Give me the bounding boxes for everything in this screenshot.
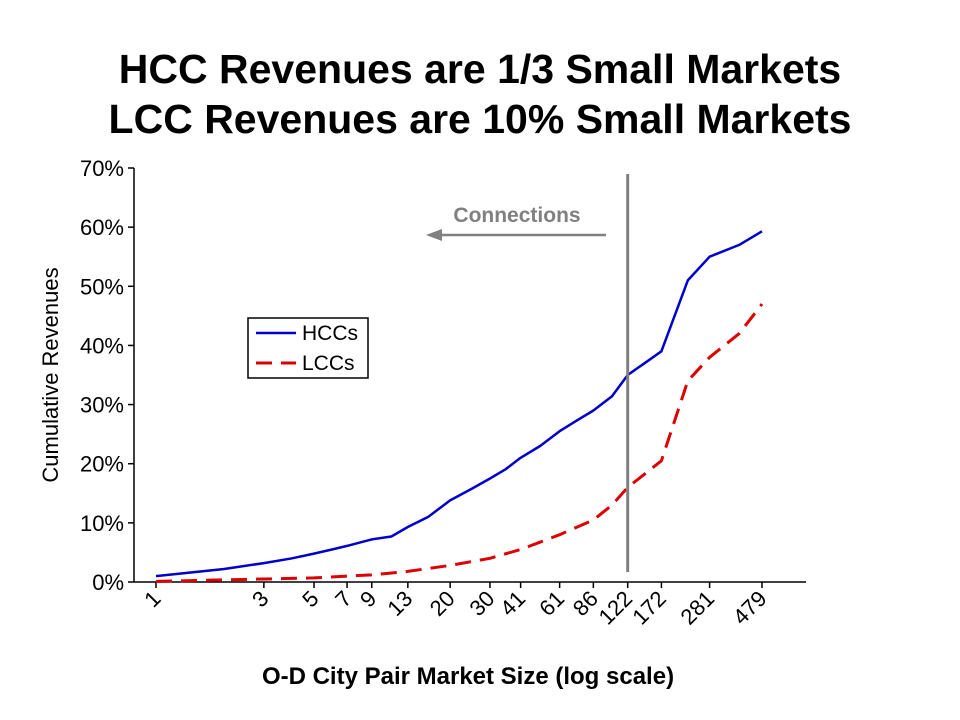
- chart-legend: HCCs LCCs: [247, 317, 369, 379]
- chart-title-line-1: HCC Revenues are 1/3 Small Markets: [118, 46, 842, 92]
- y-axis-ticks: 0% 10% 20% 30% 40% 50% 60% 70%: [80, 156, 134, 595]
- y-axis-label: Cumulative Revenues: [38, 267, 63, 482]
- y-tick-label-4: 40%: [80, 333, 124, 358]
- x-tick-label-6: 20: [425, 586, 460, 621]
- x-axis-label: O-D City Pair Market Size (log scale): [262, 663, 674, 690]
- y-tick-label-7: 70%: [80, 156, 124, 181]
- y-tick-label-6: 60%: [80, 215, 124, 240]
- y-tick-label-1: 10%: [80, 511, 124, 536]
- x-tick-label-12: 172: [627, 586, 671, 630]
- y-tick-label-5: 50%: [80, 274, 124, 299]
- chart-axes: [133, 168, 806, 583]
- series-line-lccs: [155, 303, 764, 583]
- x-tick-label-14: 479: [728, 586, 772, 630]
- y-tick-label-3: 30%: [80, 393, 124, 418]
- connections-arrow-head: [426, 229, 442, 241]
- series-line-hccs: [155, 230, 763, 578]
- legend-label-lccs: LCCs: [302, 352, 355, 375]
- x-tick-label-1: 3: [247, 586, 273, 612]
- connections-annotation-text: Connections: [453, 204, 580, 227]
- x-tick-label-2: 5: [297, 586, 323, 612]
- y-tick-label-2: 20%: [80, 452, 124, 477]
- chart-annotations: Connections: [426, 174, 630, 572]
- x-tick-label-5: 13: [382, 586, 417, 621]
- y-tick-label-0: 0%: [92, 570, 124, 595]
- legend-box: [247, 317, 369, 379]
- chart-title-line-2: LCC Revenues are 10% Small Markets: [108, 96, 852, 142]
- x-tick-label-9: 61: [534, 586, 569, 621]
- x-tick-label-8: 41: [495, 586, 530, 621]
- legend-label-hccs: HCCs: [302, 322, 358, 345]
- chart-series: [155, 230, 764, 583]
- x-tick-label-13: 281: [676, 586, 720, 630]
- x-tick-label-3: 7: [330, 586, 356, 612]
- x-tick-label-0: 1: [139, 586, 165, 612]
- x-tick-label-4: 9: [355, 586, 381, 612]
